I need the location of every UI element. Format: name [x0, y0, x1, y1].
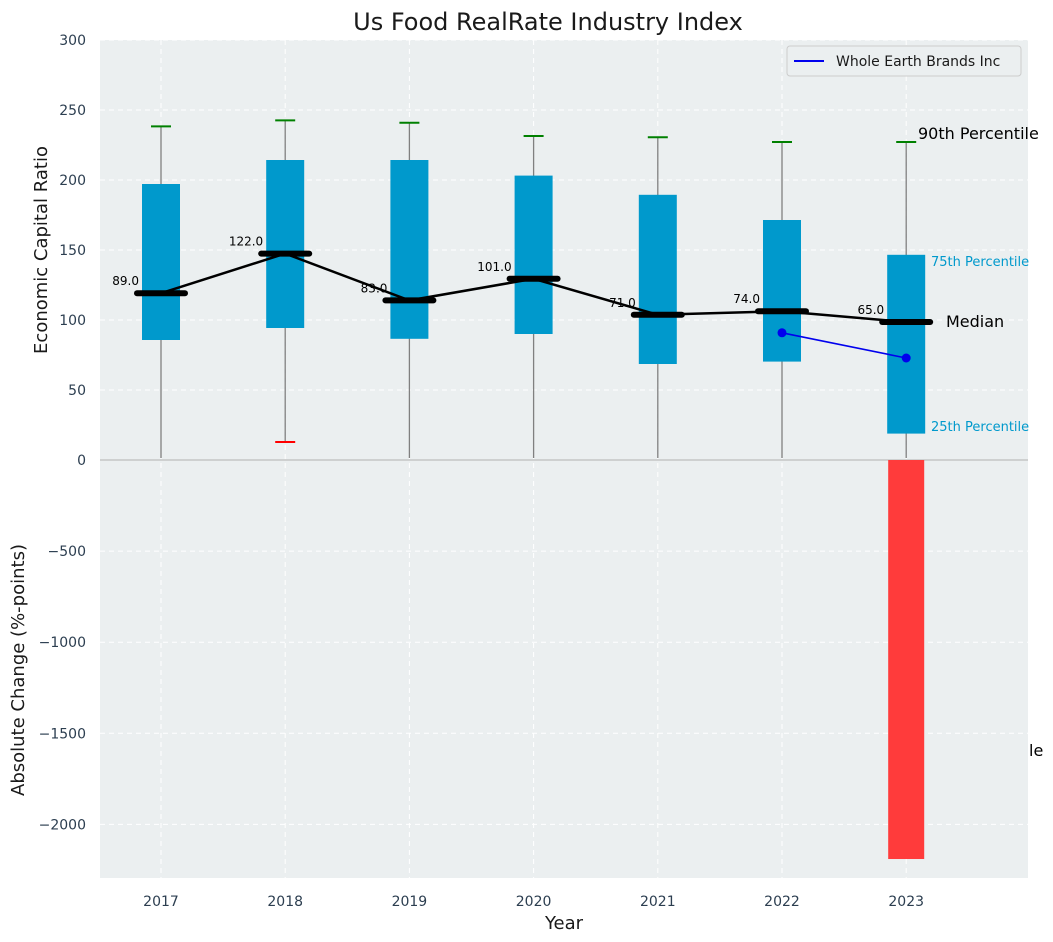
change-bar-layer	[888, 460, 925, 860]
top-y-tick: 300	[59, 33, 86, 49]
median-value-label: 71.0	[609, 296, 636, 310]
iqr-box	[638, 194, 677, 364]
iqr-box	[887, 254, 926, 434]
top-y-tick: 200	[59, 173, 86, 189]
x-tick-label: 2021	[640, 894, 676, 910]
top-y-tick: 150	[59, 243, 86, 259]
chart-title: Us Food RealRate Industry Index	[353, 8, 743, 36]
clipped-annotation: le	[1029, 741, 1043, 760]
company-point	[777, 328, 787, 338]
p75-annotation: 75th Percentile	[931, 255, 1029, 270]
y-tick-labels: 0 50 100 150 200 250 300 −500 −1000 −1500 −2000	[39, 33, 86, 833]
bottom-y-axis-title: Absolute Change (%-points)	[8, 544, 29, 796]
company-series-layer	[777, 328, 911, 363]
legend-box	[786, 45, 1022, 77]
median-line-layer: 89.0 122.0 83.0 101.0 71.0 74.0 65.0	[112, 235, 934, 325]
median-value-label: 122.0	[229, 235, 263, 249]
top-y-tick: 50	[68, 383, 86, 399]
x-tick-label: 2022	[764, 894, 800, 910]
x-tick-label: 2019	[392, 894, 428, 910]
median-annotation: Median	[946, 312, 1004, 331]
median-value-label: 101.0	[477, 260, 511, 274]
legend-label: Whole Earth Brands Inc	[836, 54, 1000, 70]
iqr-box	[142, 184, 180, 340]
box-plot-layer	[142, 119, 926, 458]
legend: Whole Earth Brands Inc	[786, 45, 1022, 77]
x-axis-title: Year	[544, 913, 584, 934]
median-value-label: 89.0	[112, 274, 139, 288]
p90-annotation: 90th Percentile	[918, 124, 1039, 143]
iqr-box	[763, 220, 801, 362]
change-bar	[888, 460, 925, 860]
x-tick-label: 2020	[516, 894, 552, 910]
top-y-tick: 100	[59, 313, 86, 329]
company-point	[901, 353, 911, 363]
iqr-box	[390, 160, 429, 339]
median-value-label: 65.0	[857, 303, 884, 317]
bottom-y-tick: −1000	[39, 635, 86, 651]
x-tick-label: 2023	[888, 894, 924, 910]
top-y-tick: 0	[77, 453, 86, 469]
company-line	[781, 332, 907, 359]
median-value-label: 83.0	[361, 281, 388, 295]
x-tick-label: 2017	[143, 894, 179, 910]
top-y-axis-title: Economic Capital Ratio	[31, 146, 52, 354]
top-y-tick: 250	[59, 103, 86, 119]
x-tick-labels: 2017 2018 2019 2020 2021 2022 2023	[143, 894, 924, 910]
p25-annotation: 25th Percentile	[931, 420, 1029, 435]
iqr-box	[514, 175, 553, 334]
bottom-y-tick: −500	[48, 544, 86, 560]
bottom-y-tick: −1500	[39, 726, 86, 742]
x-tick-label: 2018	[267, 894, 303, 910]
bottom-plot-area	[100, 460, 1028, 878]
median-value-label: 74.0	[733, 292, 760, 306]
iqr-box	[266, 160, 305, 328]
bottom-y-tick: −2000	[39, 817, 86, 833]
